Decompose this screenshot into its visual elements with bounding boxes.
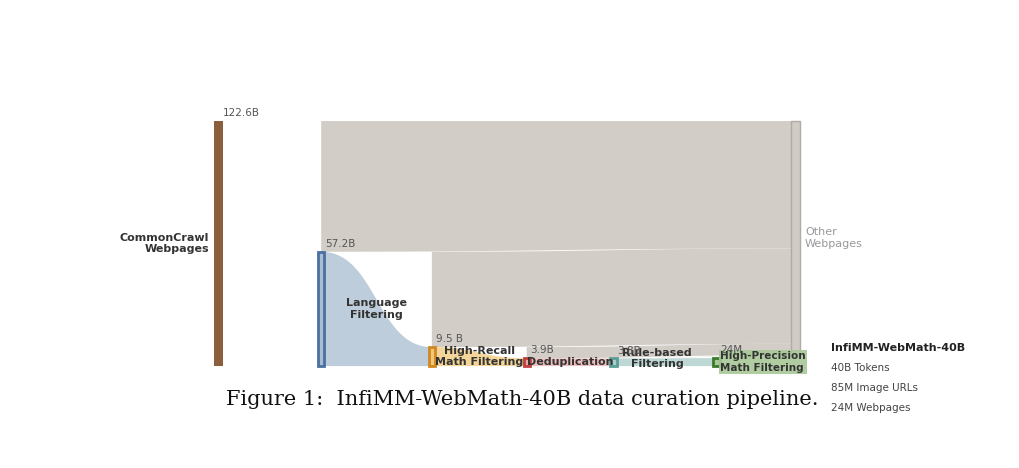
- Text: 24M: 24M: [719, 345, 742, 355]
- Bar: [610, 358, 616, 366]
- Text: High-Recall
Math Filtering: High-Recall Math Filtering: [435, 346, 523, 367]
- Text: 3.9B: 3.9B: [530, 345, 554, 355]
- Text: 40B Tokens: 40B Tokens: [830, 363, 889, 373]
- Text: 24M Webpages: 24M Webpages: [830, 402, 910, 412]
- Text: Rule-based
Filtering: Rule-based Filtering: [622, 348, 691, 369]
- Text: High-Precision
Math Filtering: High-Precision Math Filtering: [719, 351, 805, 373]
- Polygon shape: [613, 355, 795, 358]
- Bar: [712, 358, 718, 366]
- Polygon shape: [526, 358, 613, 366]
- Text: 3.8B: 3.8B: [618, 345, 641, 356]
- Text: Deduplication: Deduplication: [527, 357, 612, 367]
- Text: 122.6B: 122.6B: [222, 108, 259, 118]
- Bar: [523, 358, 529, 366]
- Bar: [790, 121, 800, 355]
- Polygon shape: [613, 358, 715, 366]
- Text: CommonCrawl
Webpages: CommonCrawl Webpages: [119, 233, 209, 254]
- Polygon shape: [321, 252, 431, 366]
- Text: 85M Image URLs: 85M Image URLs: [830, 383, 917, 393]
- Text: Language
Filtering: Language Filtering: [345, 298, 407, 320]
- Polygon shape: [321, 121, 795, 252]
- Bar: [428, 347, 434, 366]
- Bar: [213, 121, 223, 366]
- Text: 9.5 B: 9.5 B: [435, 334, 463, 344]
- Text: Other
Webpages: Other Webpages: [804, 227, 862, 249]
- Text: InfiMM-WebMath-40B: InfiMM-WebMath-40B: [830, 343, 964, 353]
- Bar: [318, 252, 324, 366]
- Polygon shape: [526, 344, 795, 358]
- Polygon shape: [431, 249, 795, 347]
- Text: 57.2B: 57.2B: [325, 239, 356, 249]
- Polygon shape: [431, 347, 526, 366]
- Text: Figure 1:  InfiMM-WebMath-40B data curation pipeline.: Figure 1: InfiMM-WebMath-40B data curati…: [226, 390, 818, 410]
